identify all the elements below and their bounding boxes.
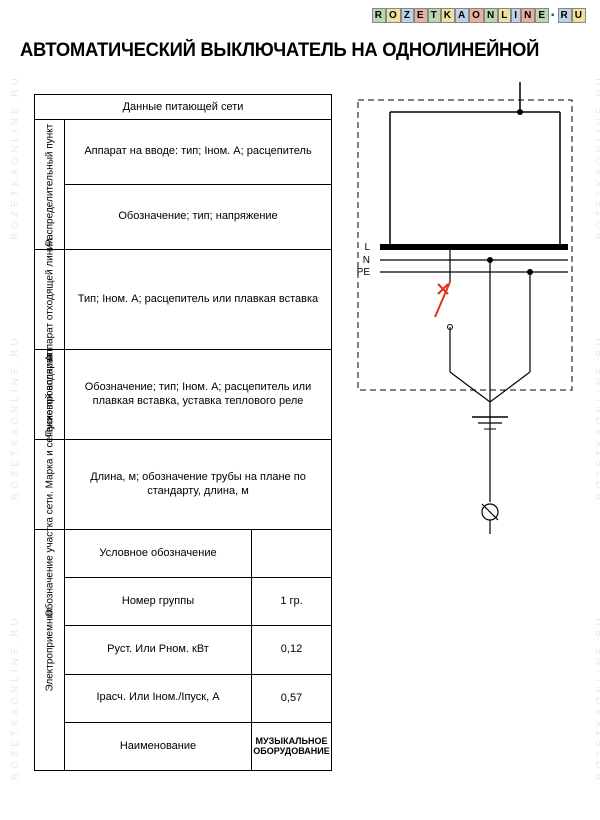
row-value: МУЗЫКАЛЬНОЕ ОБОРУДОВАНИЕ <box>251 723 331 770</box>
watermark: ROZETKAONLINE.RU <box>595 334 600 500</box>
row-value: 0,57 <box>251 675 331 722</box>
spec-cell: Аппарат на вводе: тип; Iном. А; расцепит… <box>65 120 331 185</box>
svg-text:PE: PE <box>357 267 371 278</box>
watermark: ROZETKAONLINE.RU <box>595 614 600 780</box>
site-logo: ROZETKAONLINE▪RU <box>372 8 586 23</box>
watermark: ROZETKAONLINE.RU <box>10 614 21 780</box>
single-line-diagram: L N PE <box>350 82 580 542</box>
row-value: 0,12 <box>251 626 331 673</box>
row-value: 1 гр. <box>251 578 331 625</box>
row-value <box>251 530 331 577</box>
svg-text:L: L <box>364 242 370 253</box>
section-label: Электроприемник <box>44 609 55 692</box>
table-header: Данные питающей сети <box>35 95 331 120</box>
spec-table: Данные питающей сети Распределительный пу… <box>34 94 332 771</box>
spec-cell: Обозначение; тип; Iном. А; расцепитель и… <box>65 350 331 439</box>
spec-cell: Длина, м; обозначение трубы на плане по … <box>65 440 331 529</box>
spec-cell: Тип; Iном. А; расцепитель или плавкая вс… <box>65 250 331 349</box>
page-title: АВТОМАТИЧЕСКИЙ ВЫКЛЮЧАТЕЛЬ НА ОДНОЛИНЕЙН… <box>20 40 539 62</box>
row-label: Наименование <box>65 723 251 770</box>
section-label: Аппарат отходящей линии <box>44 238 55 361</box>
row-label: Iрасч. Или Iном./Iпуск, А <box>65 675 251 722</box>
watermark: ROZETKAONLINE.RU <box>10 74 21 240</box>
watermark: ROZETKAONLINE.RU <box>595 74 600 240</box>
watermark: ROZETKAONLINE.RU <box>10 334 21 500</box>
svg-text:N: N <box>363 255 370 266</box>
row-label: Условное обозначение <box>65 530 251 577</box>
section-label: Распределительный пункт <box>44 123 55 246</box>
row-label: Номер группы <box>65 578 251 625</box>
spec-cell: Обозначение; тип; напряжение <box>65 185 331 249</box>
row-label: Руст. Или Рном. кВт <box>65 626 251 673</box>
